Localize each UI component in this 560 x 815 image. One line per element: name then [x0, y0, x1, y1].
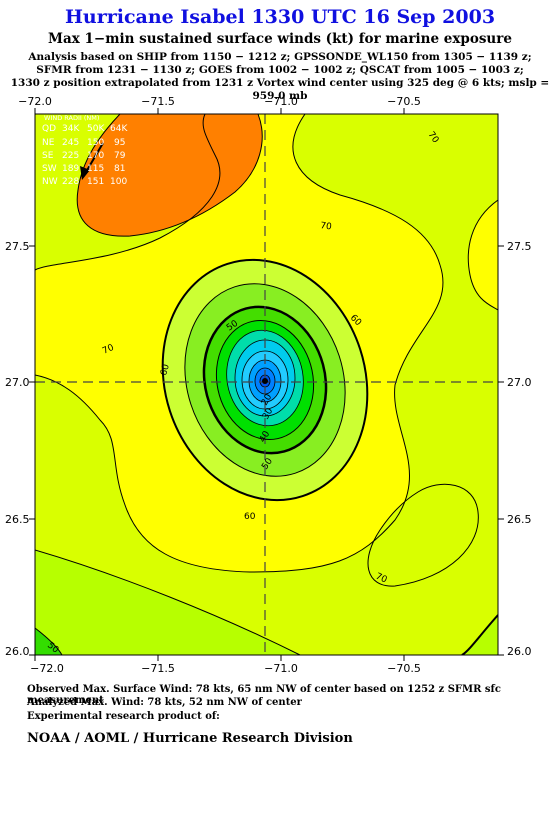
wind-radii-header: WIND RADII (NM) [44, 114, 99, 122]
contour-fill-70-80-bottom-left [35, 550, 300, 655]
wind-radii-cell: NE [42, 138, 55, 148]
core-line-50-outer [161, 258, 369, 502]
wind-radii-cell: 81 [114, 164, 125, 174]
wind-radii-cell: 245 [62, 138, 79, 148]
wind-radii-cell: 79 [114, 151, 126, 161]
wind-radii-cell: SE [42, 151, 54, 161]
contour-line-80-upper-left [76, 114, 263, 237]
x-tick-label-bottom: −71.0 [264, 662, 298, 675]
storm-motion-arrow [85, 142, 104, 173]
y-tick-label-left: 26.0 [5, 645, 30, 658]
wind-radii-cell: SW [42, 164, 57, 174]
contour-fill-gt80-bottom-left [35, 628, 62, 655]
x-tick-label-top: −72.0 [18, 95, 52, 108]
wind-radii-cell: NW [42, 177, 58, 187]
storm-motion-arrowhead [80, 166, 90, 180]
contour-lines [35, 114, 498, 655]
chart-subtitle: Max 1−min sustained surface winds (kt) f… [48, 31, 512, 47]
contour-fills: 70 70 70 60 60 50 50 40 30 20 50 60 70 7… [35, 114, 498, 656]
wind-radii-cell: 150 [87, 138, 104, 148]
contour-line-70-right-lobe [467, 199, 498, 311]
wind-radii-col-50k: 50K [87, 124, 105, 134]
contour-line-70-upper [35, 114, 221, 271]
contour-label: 70 [320, 221, 333, 233]
x-tick-label-bottom: −71.5 [141, 662, 175, 675]
wind-radii-cell: 115 [87, 164, 104, 174]
wind-radii-col-64k: 64K [110, 124, 128, 134]
contour-line-70-right [292, 114, 441, 266]
wind-radii-cell: 189 [62, 164, 79, 174]
y-tick-label-right: 27.0 [507, 376, 532, 389]
y-tick-label-left: 27.5 [5, 240, 30, 253]
contour-label: 60 [244, 512, 256, 522]
x-tick-label-top: −71.5 [141, 95, 175, 108]
x-tick-label-bottom: −70.5 [387, 662, 421, 675]
y-tick-label-right: 26.5 [507, 513, 532, 526]
y-tick-label-right: 27.5 [507, 240, 532, 253]
contour-label: 70 [374, 572, 389, 586]
plot-frame [34, 113, 499, 656]
wind-radii-col-34k: 34K [62, 124, 80, 134]
analysis-line-1: Analysis based on SHIP from 1150 − 1212 … [28, 51, 532, 63]
contour-fill-gt80-upper-left [77, 114, 263, 237]
contour-line-bottom-right [461, 614, 498, 655]
footer-analyzed: Analyzed Max. Wind: 78 kts, 52 nm NW of … [27, 697, 302, 708]
footer-experimental: Experimental research product of: [27, 711, 220, 722]
wind-radii-cell: 225 [62, 151, 79, 161]
y-tick-label-left: 26.5 [5, 513, 30, 526]
analysis-line-2: SFMR from 1231 − 1130 z; GOES from 1002 … [36, 64, 524, 76]
wind-radii-cell: 95 [114, 138, 125, 148]
contour-line-80-bottom-left [35, 627, 63, 655]
x-tick-label-top: −71.0 [264, 95, 298, 108]
axis-ticks [29, 108, 504, 661]
contour-line-70-lower-right [367, 483, 479, 587]
footer-observed: Observed Max. Surface Wind: 78 kts, 65 n… [27, 684, 501, 706]
y-tick-label-left: 27.0 [5, 376, 30, 389]
wind-radii-cell: 151 [87, 177, 104, 187]
contour-fill-70-80-bottom-right [462, 615, 498, 655]
contour-label: 70 [101, 343, 116, 357]
y-tick-label-right: 26.0 [507, 645, 532, 658]
chart-title: Hurricane Isabel 1330 UTC 16 Sep 2003 [64, 6, 496, 28]
storm-center-marker [262, 378, 268, 384]
wind-radii-cell: 100 [110, 177, 127, 187]
contour-label: 50 [45, 641, 60, 656]
analysis-line-3: 1330 z position extrapolated from 1231 z… [10, 77, 550, 102]
contour-label: 60 [159, 363, 172, 377]
core-line-ring-4 [215, 319, 315, 441]
core-line-ring-5 [226, 329, 304, 427]
contour-line-70-bottom [35, 549, 301, 655]
tick-labels: −72.0 −71.5 −71.0 −70.5 −72.0 −71.5 −71.… [5, 95, 532, 675]
contour-line-60 [35, 264, 444, 573]
x-tick-label-top: −70.5 [387, 95, 421, 108]
wind-radii-table: WIND RADII (NM) QD 34K 50K 64K NE 245 15… [42, 114, 128, 187]
x-tick-label-bottom: −72.0 [30, 662, 64, 675]
wind-radii-cell: 228 [62, 177, 79, 187]
footer-org: NOAA / AOML / Hurricane Research Divisio… [27, 731, 353, 746]
contour-fill-lt60-right-lobe [468, 200, 498, 310]
contour-fill-70-pocket-lower-right [368, 484, 479, 587]
wind-radii-cell: 170 [87, 151, 104, 161]
core-line-ring-2 [184, 283, 346, 477]
wind-radii-col-qd: QD [42, 124, 56, 134]
core-line-50-inner [202, 305, 328, 455]
